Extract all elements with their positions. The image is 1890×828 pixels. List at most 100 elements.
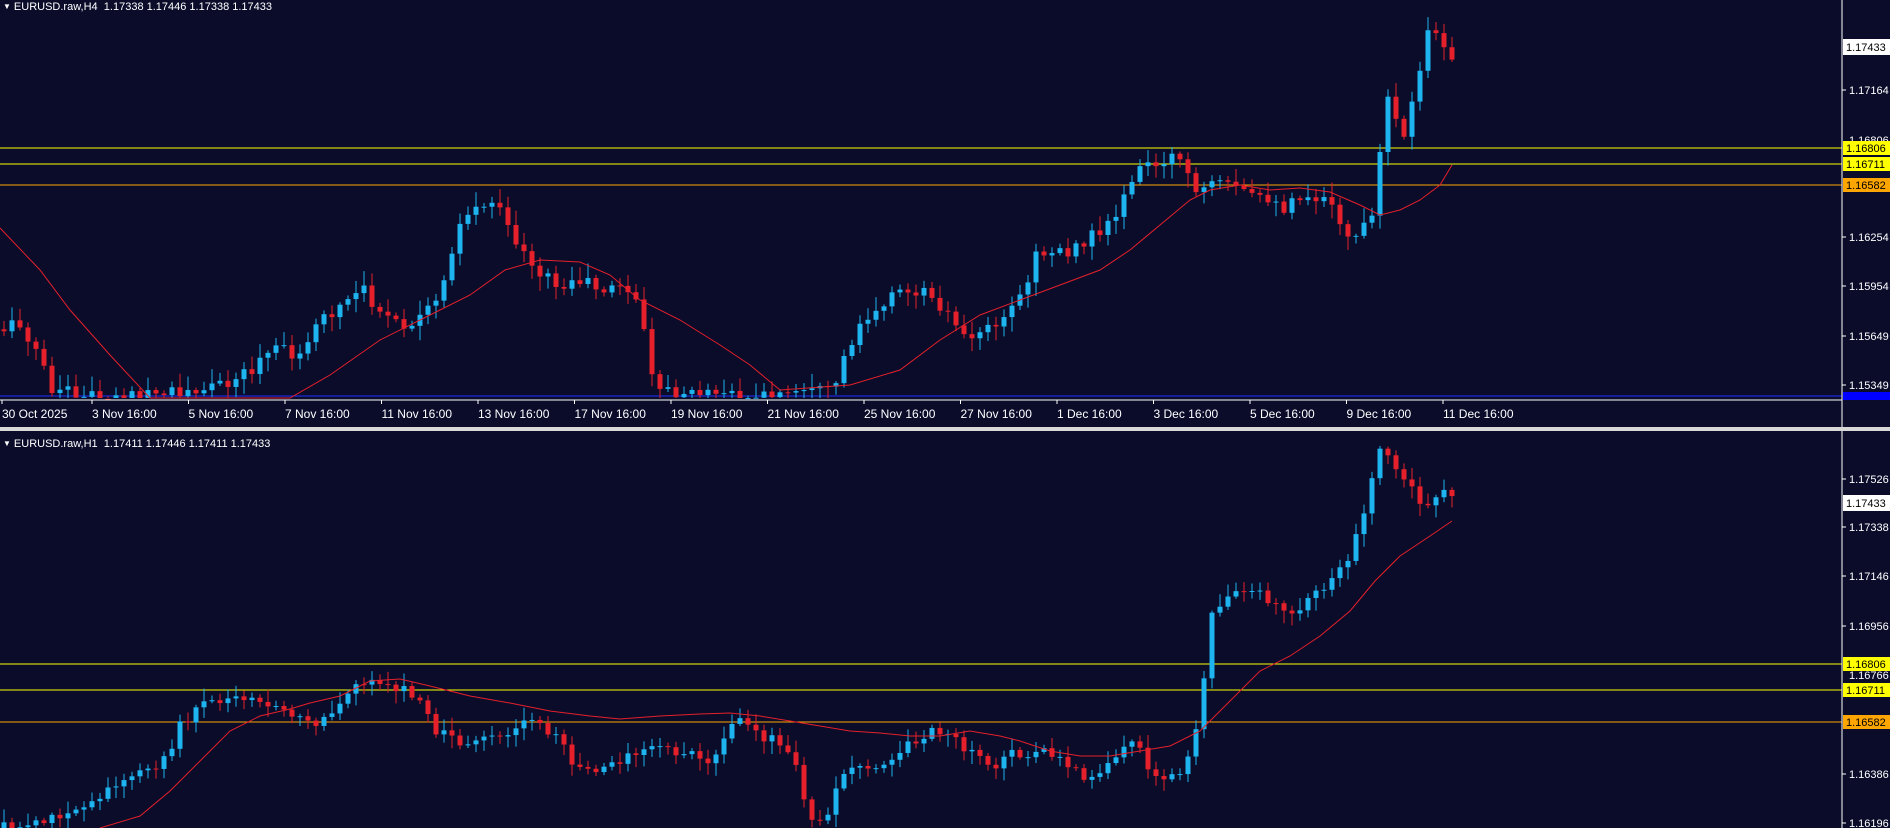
candle-body (33, 341, 39, 349)
candle (689, 748, 695, 760)
candle (401, 673, 407, 702)
candle (137, 763, 143, 783)
candle-body (9, 320, 15, 332)
candle (281, 332, 287, 349)
candle (1097, 763, 1103, 782)
candle-body (1297, 610, 1303, 614)
candle (465, 206, 471, 230)
candle (1385, 446, 1391, 465)
candle-body (721, 393, 727, 395)
candle (1145, 735, 1151, 779)
level-price-tag (1843, 157, 1890, 171)
candle (769, 727, 775, 755)
candle (521, 707, 527, 741)
candle (201, 381, 207, 397)
candle-body (1281, 201, 1287, 213)
candle (145, 377, 151, 398)
candle (9, 817, 15, 828)
ohlc-readout: 1.17338 1.17446 1.17338 1.17433 (103, 1, 273, 13)
time-label: 5 Nov 16:00 (189, 407, 254, 421)
candle (17, 821, 23, 828)
candle (337, 302, 343, 330)
h4-chart-canvas[interactable]: 30 Oct 2025 3 Nov 16:00 5 Nov 16:00 7 Nov 1… (0, 0, 1890, 427)
pane-title-h1: ▼ EURUSD.raw,H1 1.17411 1.17446 1.17411 1… (0, 437, 270, 451)
candle-body (873, 310, 879, 320)
candle (185, 376, 191, 398)
candle-body (1233, 181, 1239, 186)
candle (1089, 770, 1095, 789)
candle (1001, 309, 1007, 337)
candle-body (105, 787, 111, 799)
candle-body (785, 745, 791, 753)
candle-body (1377, 448, 1383, 479)
candle (577, 752, 583, 771)
candle-body (1065, 248, 1071, 257)
candle (89, 376, 95, 398)
candle (729, 714, 735, 744)
candle-body (281, 345, 287, 347)
candle-body (1377, 152, 1383, 216)
candle-body (105, 398, 111, 400)
triangle-down-icon[interactable]: ▼ (3, 439, 11, 448)
candle-body (1273, 603, 1279, 605)
candle-body (313, 720, 319, 726)
candle-body (177, 721, 183, 749)
candle-body (641, 749, 647, 755)
candle-body (401, 319, 407, 329)
candle (1153, 761, 1159, 786)
candle-body (121, 780, 127, 787)
candle-body (857, 323, 863, 346)
candle-body (657, 746, 663, 748)
candle (825, 807, 831, 825)
candle-body (1385, 448, 1391, 456)
candle-body (225, 380, 231, 387)
candle (25, 322, 31, 356)
candle (745, 395, 751, 400)
candle (841, 769, 847, 791)
chart-pane-h1[interactable]: ▼ EURUSD.raw,H1 1.17411 1.17446 1.17411 1… (0, 431, 1890, 828)
candle-body (241, 369, 247, 380)
candle-body (113, 786, 119, 788)
candle-body (1161, 776, 1167, 780)
candle (81, 385, 87, 398)
candle-body (257, 697, 263, 702)
candle-body (1289, 610, 1295, 614)
candle-body (497, 202, 503, 208)
candle-body (529, 719, 535, 721)
candle (1009, 738, 1015, 767)
candle-body (1257, 192, 1263, 195)
candle-body (425, 305, 431, 315)
candle-body (737, 390, 743, 398)
candle (577, 267, 583, 288)
candle-body (1273, 201, 1279, 203)
candle-body (1169, 774, 1175, 780)
candle (657, 370, 663, 398)
candle (1305, 593, 1311, 618)
candle (201, 688, 207, 718)
candle-body (193, 707, 199, 723)
candle-body (313, 324, 319, 343)
time-label: 17 Nov 16:00 (575, 407, 647, 421)
h1-chart-canvas[interactable]: 1.17526 1.17338 1.17146 1.16956 1.16386 1.161… (0, 431, 1890, 828)
candle (569, 736, 575, 776)
candle (217, 693, 223, 711)
candle (833, 381, 839, 395)
candle (177, 714, 183, 758)
candle-body (1409, 479, 1415, 487)
candle-body (1201, 678, 1207, 730)
triangle-down-icon[interactable]: ▼ (3, 2, 11, 11)
candle-body (1313, 197, 1319, 202)
candle (801, 756, 807, 808)
candle-body (113, 395, 119, 398)
candle (777, 727, 783, 754)
candle (1065, 746, 1071, 778)
pane-separator[interactable] (0, 427, 1890, 431)
candle-body (129, 776, 135, 781)
candle-body (169, 387, 175, 396)
chart-pane-h4[interactable]: ▼ EURUSD.raw,H4 1.17338 1.17446 1.17338 1… (0, 0, 1890, 427)
candle-body (521, 720, 527, 729)
moving-average-line (99, 520, 1453, 828)
candle-body (897, 752, 903, 760)
candle (121, 773, 127, 799)
candle-body (905, 289, 911, 293)
